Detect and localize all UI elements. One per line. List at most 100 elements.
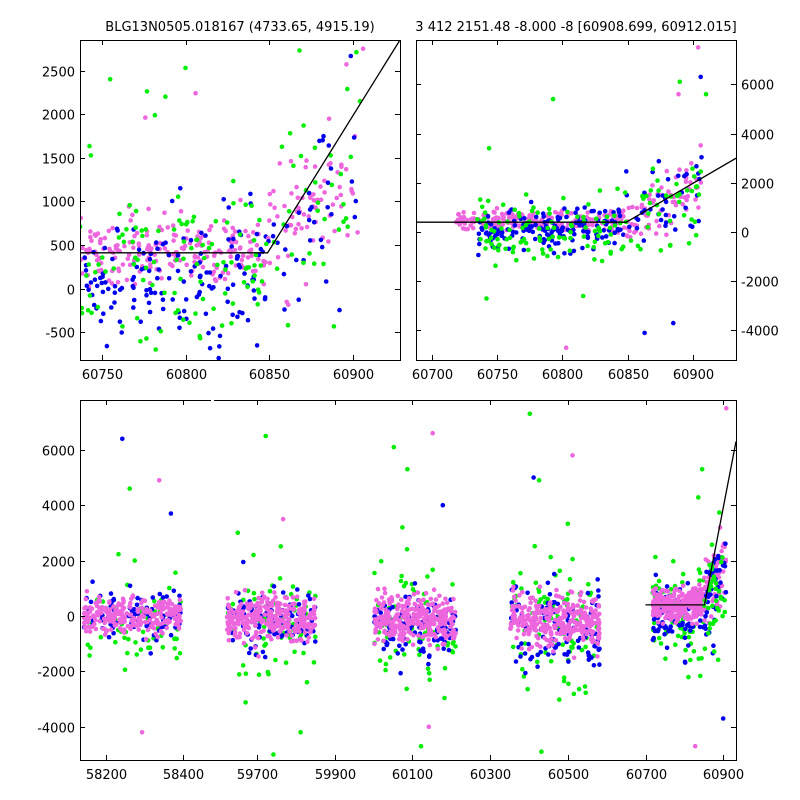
data-point bbox=[308, 612, 313, 617]
data-point bbox=[542, 629, 548, 635]
data-point bbox=[421, 616, 427, 622]
data-point bbox=[288, 158, 294, 164]
data-point bbox=[140, 233, 145, 239]
data-point bbox=[284, 608, 290, 613]
data-point bbox=[586, 229, 591, 235]
data-point bbox=[349, 179, 355, 184]
data-point bbox=[216, 355, 221, 360]
data-point bbox=[673, 227, 678, 232]
data-point bbox=[183, 297, 189, 302]
data-point bbox=[528, 595, 533, 601]
data-point bbox=[252, 263, 257, 268]
data-point bbox=[130, 283, 136, 289]
data-point bbox=[160, 297, 166, 303]
data-point bbox=[290, 613, 295, 619]
data-point bbox=[698, 74, 703, 80]
data-point bbox=[244, 265, 250, 270]
data-point bbox=[535, 210, 540, 215]
data-point bbox=[178, 186, 183, 191]
data-point bbox=[311, 596, 317, 602]
data-point bbox=[146, 300, 152, 306]
data-point bbox=[312, 164, 318, 169]
data-point bbox=[261, 618, 266, 623]
data-point bbox=[230, 282, 236, 288]
data-point bbox=[194, 261, 200, 267]
data-point bbox=[326, 143, 332, 148]
x-tick-label: 60300 bbox=[470, 768, 511, 783]
data-point bbox=[243, 228, 248, 234]
data-point bbox=[328, 161, 333, 166]
data-point bbox=[248, 191, 253, 197]
y-tick-label: 2000 bbox=[42, 109, 75, 124]
axis-ticks: 58200 58400 59700 59900 60100 60300 60500 60700… bbox=[37, 400, 744, 783]
data-point bbox=[173, 621, 179, 627]
data-point bbox=[663, 193, 669, 198]
data-point bbox=[305, 639, 310, 644]
data-point bbox=[533, 222, 538, 228]
data-point bbox=[127, 262, 133, 268]
data-point bbox=[714, 593, 719, 599]
data-point bbox=[313, 180, 318, 185]
data-point bbox=[591, 638, 597, 643]
y-tick-label: -4000 bbox=[37, 722, 75, 737]
data-point bbox=[125, 256, 131, 262]
data-point bbox=[147, 309, 153, 315]
data-point bbox=[228, 627, 233, 632]
data-point bbox=[138, 339, 143, 344]
data-point bbox=[152, 598, 157, 604]
data-point bbox=[570, 556, 575, 562]
data-point bbox=[91, 302, 97, 308]
data-point bbox=[540, 211, 546, 216]
data-point bbox=[229, 260, 234, 265]
data-point bbox=[583, 605, 589, 610]
data-point bbox=[548, 658, 554, 664]
data-point bbox=[145, 247, 150, 252]
data-point bbox=[102, 626, 107, 631]
data-point bbox=[564, 214, 569, 220]
data-point bbox=[88, 645, 93, 651]
data-point bbox=[235, 314, 240, 320]
data-point bbox=[301, 212, 307, 217]
data-point bbox=[569, 644, 574, 650]
data-point bbox=[562, 609, 568, 614]
data-point bbox=[443, 635, 449, 641]
data-point bbox=[283, 660, 289, 665]
data-point bbox=[140, 629, 146, 635]
data-point bbox=[568, 229, 573, 235]
data-point bbox=[202, 255, 207, 261]
data-point bbox=[571, 655, 577, 661]
data-point bbox=[265, 621, 271, 626]
data-point bbox=[115, 280, 121, 285]
data-point bbox=[715, 657, 721, 663]
data-point bbox=[665, 177, 671, 182]
data-point bbox=[440, 502, 446, 508]
data-point bbox=[400, 525, 405, 530]
data-point bbox=[221, 226, 227, 232]
data-point bbox=[379, 595, 385, 600]
data-point bbox=[619, 246, 624, 252]
data-point bbox=[219, 323, 225, 328]
data-point bbox=[148, 290, 154, 296]
data-point bbox=[713, 563, 719, 569]
data-point bbox=[660, 207, 665, 212]
data-point bbox=[655, 193, 661, 198]
data-point bbox=[87, 629, 93, 634]
data-point bbox=[252, 596, 257, 602]
data-point bbox=[124, 227, 129, 232]
data-point bbox=[294, 184, 299, 190]
data-point bbox=[387, 655, 393, 660]
data-point bbox=[573, 210, 578, 215]
data-point bbox=[206, 245, 212, 251]
data-point bbox=[213, 278, 219, 284]
data-point bbox=[426, 670, 432, 676]
data-point bbox=[494, 206, 500, 211]
data-point bbox=[82, 624, 88, 630]
data-point bbox=[680, 202, 685, 207]
data-point bbox=[155, 275, 160, 281]
data-point bbox=[418, 743, 424, 749]
data-point bbox=[515, 628, 521, 633]
data-point bbox=[512, 223, 518, 228]
data-point bbox=[510, 249, 516, 255]
data-point bbox=[157, 591, 163, 597]
data-point bbox=[663, 615, 668, 621]
